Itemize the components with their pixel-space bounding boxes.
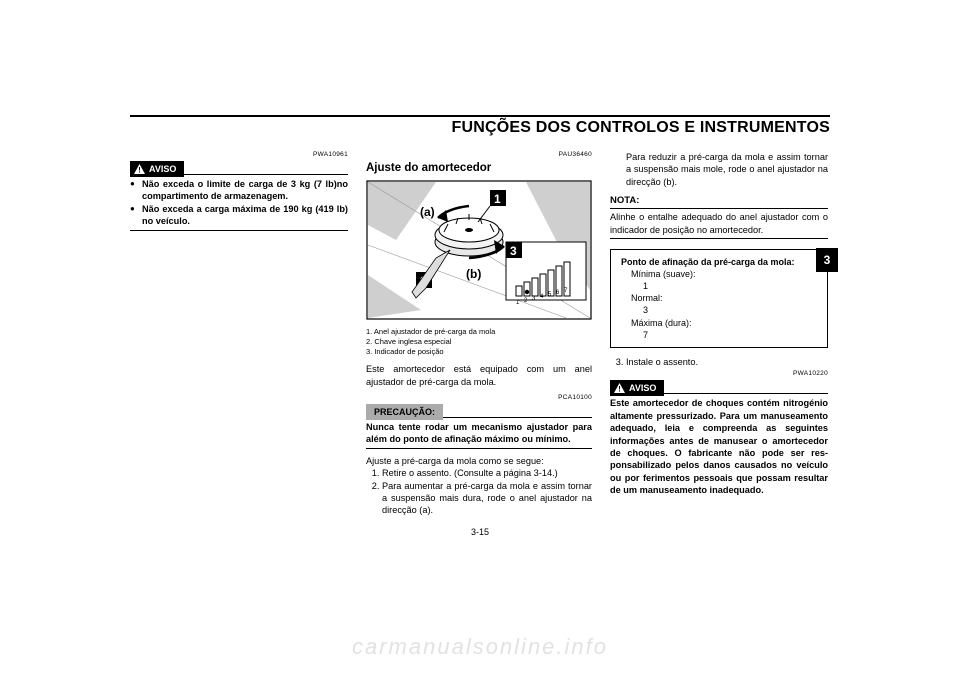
- doc-code: PWA10961: [130, 151, 348, 160]
- figure-caption: 1. Anel ajustador de pré-carga da mola: [366, 327, 592, 337]
- section-heading: Ajuste do amortecedor: [366, 161, 592, 177]
- shock-adjuster-figure: (a) (b) 1 2 3: [366, 180, 592, 320]
- adjust-steps-cont: Instale o assento.: [610, 356, 828, 368]
- spec-key: Mínima (suave):: [621, 268, 819, 280]
- doc-code: PAU36460: [366, 151, 592, 160]
- warning-triangle-icon: [614, 383, 625, 393]
- spec-value: 7: [621, 329, 819, 341]
- aviso-end-rule: [130, 230, 348, 231]
- precaucao-text: Nunca tente rodar um mecanismo ajus­tado…: [366, 421, 592, 446]
- nota-end-rule: [610, 238, 828, 239]
- doc-code: PWA10220: [610, 370, 828, 379]
- nota-text: Alinhe o entalhe adequado do anel ajusta…: [610, 211, 828, 236]
- body-text: Ajuste a pré-carga da mola como se segue…: [366, 455, 592, 467]
- column-2: PAU36460 Ajuste do amortecedor: [366, 151, 592, 517]
- figure-caption: 2. Chave inglesa especial: [366, 337, 592, 347]
- step-continuation: Para reduzir a pré-carga da mola e as­si…: [610, 151, 828, 188]
- watermark: carmanualsonline.info: [0, 634, 960, 660]
- precaucao-end-rule: [366, 448, 592, 449]
- list-item: Retire o assento. (Consulte a página 3-1…: [382, 467, 592, 479]
- spec-title: Ponto de afinação da pré-carga da mola:: [621, 256, 819, 268]
- nota-bar: NOTA:: [610, 194, 828, 209]
- fig-label-a: (a): [420, 205, 435, 219]
- top-rule: [130, 115, 830, 117]
- aviso-bar: AVISO: [610, 380, 828, 396]
- fig-label-b: (b): [466, 267, 481, 281]
- figure-caption: 3. Indicador de posição: [366, 347, 592, 357]
- spec-key: Máxima (dura):: [621, 317, 819, 329]
- page-number: 3-15: [130, 527, 830, 537]
- spec-box: Ponto de afinação da pré-carga da mola: …: [610, 249, 828, 348]
- aviso-bullet: Não exceda a carga máxima de 190 kg (419…: [130, 203, 348, 228]
- adjust-steps: Retire o assento. (Consulte a página 3-1…: [366, 467, 592, 517]
- column-1: PWA10961 AVISO Não exceda o limite de ca…: [130, 151, 348, 517]
- precaucao-bar: PRECAUÇÃO:: [366, 404, 592, 420]
- warning-triangle-icon: [134, 164, 145, 174]
- aviso-chip: AVISO: [130, 161, 184, 177]
- precaucao-rule: [443, 417, 592, 418]
- list-item: Para aumentar a pré-carga da mola e assi…: [382, 480, 592, 517]
- chapter-tab: 3: [816, 248, 838, 272]
- aviso-rule: [664, 393, 828, 394]
- aviso-chip: AVISO: [610, 380, 664, 396]
- doc-code: PCA10100: [366, 394, 592, 403]
- spec-key: Normal:: [621, 292, 819, 304]
- spec-value: 1: [621, 280, 819, 292]
- page-title: FUNÇÕES DOS CONTROLOS E INSTRUMENTOS: [130, 119, 830, 137]
- fig-callout-1: 1: [494, 192, 501, 206]
- body-text: Este amortecedor está equipado com um an…: [366, 363, 592, 388]
- list-item: Instale o assento.: [626, 356, 828, 368]
- aviso-rule: [184, 174, 348, 175]
- aviso-bullets: Não exceda o limite de carga de 3 kg (7 …: [130, 178, 348, 228]
- aviso-bullet: Não exceda o limite de carga de 3 kg (7 …: [130, 178, 348, 203]
- column-3: Para reduzir a pré-carga da mola e as­si…: [610, 151, 828, 517]
- columns: PWA10961 AVISO Não exceda o limite de ca…: [130, 151, 830, 517]
- precaucao-chip: PRECAUÇÃO:: [366, 404, 443, 420]
- aviso-label: AVISO: [149, 163, 176, 175]
- aviso-bar: AVISO: [130, 161, 348, 177]
- spec-value: 3: [621, 304, 819, 316]
- aviso-label: AVISO: [629, 382, 656, 394]
- fig-callout-3: 3: [510, 244, 517, 258]
- nota-label: NOTA:: [610, 195, 639, 206]
- page-content: FUNÇÕES DOS CONTROLOS E INSTRUMENTOS PWA…: [130, 115, 830, 630]
- aviso-text: Este amortecedor de choques contém nitro…: [610, 397, 828, 496]
